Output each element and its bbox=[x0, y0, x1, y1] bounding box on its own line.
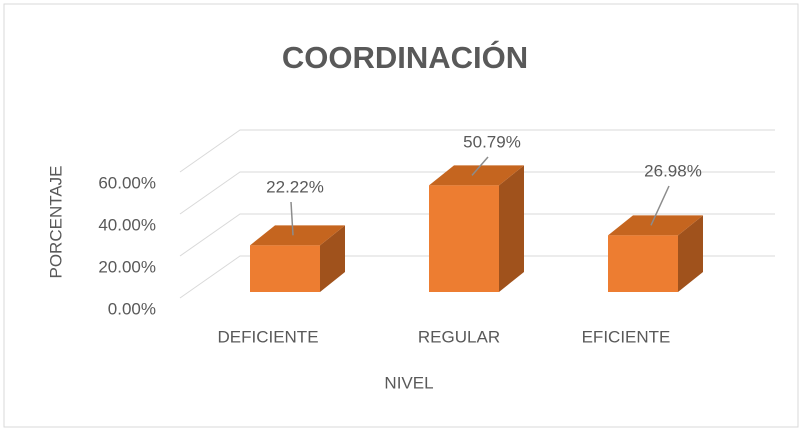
grid-line bbox=[179, 213, 775, 257]
y-tick-label: 40.00% bbox=[98, 215, 156, 234]
bar bbox=[429, 185, 499, 292]
bar-top bbox=[429, 165, 524, 186]
y-tick-label: 20.00% bbox=[98, 257, 156, 276]
bar-side bbox=[678, 215, 703, 292]
grid-line bbox=[179, 171, 775, 215]
label-leader bbox=[650, 185, 670, 226]
bar bbox=[250, 245, 320, 292]
bar-top bbox=[250, 225, 345, 246]
y-tick-label: 0.00% bbox=[108, 299, 156, 318]
y-tick-label: 60.00% bbox=[98, 173, 156, 192]
grid-line bbox=[179, 255, 775, 299]
bar-side bbox=[320, 225, 345, 292]
x-tick-label: REGULAR bbox=[418, 327, 500, 346]
y-axis-title: PORCENTAJE bbox=[46, 165, 65, 278]
grid-line bbox=[179, 129, 775, 173]
chart-title: COORDINACIÓN bbox=[282, 39, 528, 75]
data-label: 22.22% bbox=[266, 177, 324, 196]
bar bbox=[608, 235, 678, 292]
x-axis-title: NIVEL bbox=[384, 373, 433, 392]
label-leader bbox=[290, 201, 294, 236]
data-label: 50.79% bbox=[463, 132, 521, 151]
bar-side bbox=[499, 165, 524, 292]
label-leader bbox=[471, 156, 489, 176]
data-label: 26.98% bbox=[644, 161, 702, 180]
x-tick-label: EFICIENTE bbox=[582, 327, 671, 346]
bar-top bbox=[608, 215, 703, 236]
x-tick-label: DEFICIENTE bbox=[217, 327, 318, 346]
